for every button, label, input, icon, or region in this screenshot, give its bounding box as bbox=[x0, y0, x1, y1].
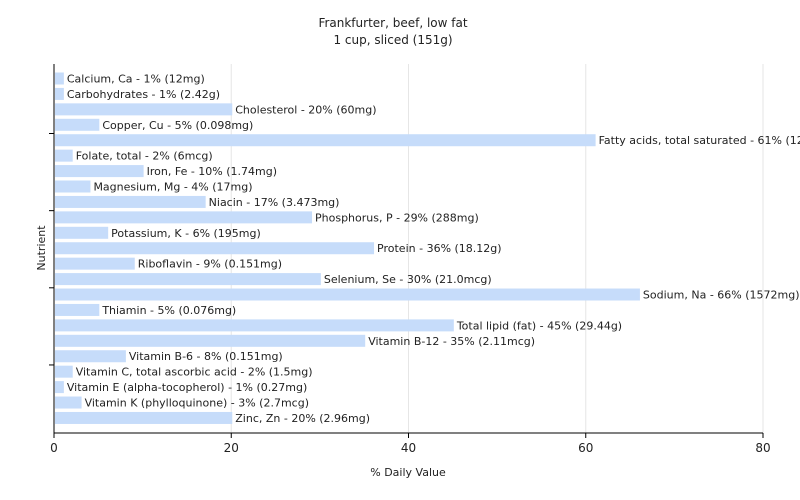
bar bbox=[55, 396, 82, 409]
x-tick-label: 0 bbox=[50, 441, 58, 455]
bar bbox=[55, 334, 366, 347]
bar-label: Riboflavin - 9% (0.151mg) bbox=[138, 258, 282, 271]
y-axis-title: Nutrient bbox=[35, 225, 48, 271]
bar-label: Zinc, Zn - 20% (2.96mg) bbox=[235, 412, 370, 425]
bar bbox=[55, 303, 100, 316]
bar-label: Vitamin E (alpha-tocopherol) - 1% (0.27m… bbox=[67, 381, 307, 394]
bar bbox=[55, 165, 144, 178]
bar bbox=[55, 180, 91, 193]
bar-label: Copper, Cu - 5% (0.098mg) bbox=[102, 119, 253, 132]
bar-label: Total lipid (fat) - 45% (29.44g) bbox=[456, 319, 622, 332]
bar bbox=[55, 273, 321, 286]
x-tick-label: 60 bbox=[578, 441, 593, 455]
bar-label: Fatty acids, total saturated - 61% (12.2… bbox=[599, 134, 800, 147]
bar-label: Niacin - 17% (3.473mg) bbox=[209, 196, 340, 209]
bars: Calcium, Ca - 1% (12mg) Carbohydrates - 1… bbox=[55, 72, 800, 425]
bar bbox=[55, 350, 126, 363]
bar bbox=[55, 103, 233, 116]
bar-label: Cholesterol - 20% (60mg) bbox=[235, 103, 376, 116]
bar-label: Carbohydrates - 1% (2.42g) bbox=[67, 88, 220, 101]
bar-label: Magnesium, Mg - 4% (17mg) bbox=[93, 181, 252, 194]
bar bbox=[55, 365, 73, 378]
bar bbox=[55, 319, 454, 332]
x-tick-label: 20 bbox=[224, 441, 239, 455]
bar-label: Vitamin K (phylloquinone) - 3% (2.7mcg) bbox=[85, 397, 309, 410]
bar bbox=[55, 257, 135, 270]
bar bbox=[55, 381, 64, 394]
bar bbox=[55, 72, 64, 85]
chart-subtitle: 1 cup, sliced (151g) bbox=[333, 33, 452, 47]
bar bbox=[55, 87, 64, 100]
bar-label: Vitamin B-6 - 8% (0.151mg) bbox=[129, 350, 283, 363]
bar bbox=[55, 134, 596, 147]
bar bbox=[55, 226, 109, 239]
x-tick-label: 40 bbox=[401, 441, 416, 455]
bar-label: Calcium, Ca - 1% (12mg) bbox=[67, 73, 205, 86]
bar-label: Protein - 36% (18.12g) bbox=[377, 242, 502, 255]
axes: 0 20 40 60 80 bbox=[49, 64, 771, 455]
bar-label: Selenium, Se - 30% (21.0mcg) bbox=[324, 273, 492, 286]
bar-label: Iron, Fe - 10% (1.74mg) bbox=[147, 165, 277, 178]
bar-label: Sodium, Na - 66% (1572mg) bbox=[643, 289, 800, 302]
bar bbox=[55, 118, 100, 131]
bar bbox=[55, 195, 206, 208]
bar-label: Folate, total - 2% (6mcg) bbox=[76, 150, 213, 163]
bar-label: Thiamin - 5% (0.076mg) bbox=[101, 304, 236, 317]
x-axis-title: % Daily Value bbox=[370, 466, 446, 479]
bar-label: Potassium, K - 6% (195mg) bbox=[111, 227, 261, 240]
bar bbox=[55, 149, 73, 162]
x-tick-label: 80 bbox=[755, 441, 770, 455]
bar bbox=[55, 211, 313, 224]
bar bbox=[55, 411, 233, 424]
bar bbox=[55, 288, 640, 301]
bar-label: Vitamin C, total ascorbic acid - 2% (1.5… bbox=[76, 366, 313, 379]
chart-title: Frankfurter, beef, low fat bbox=[318, 16, 467, 30]
bar-label: Vitamin B-12 - 35% (2.11mcg) bbox=[368, 335, 535, 348]
bar-label: Phosphorus, P - 29% (288mg) bbox=[315, 211, 479, 224]
bar bbox=[55, 242, 375, 255]
